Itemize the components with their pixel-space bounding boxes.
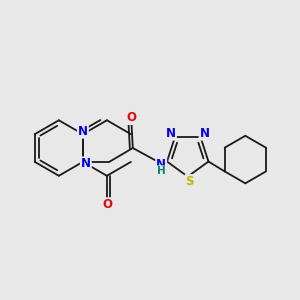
Text: N: N (156, 158, 166, 171)
Text: N: N (78, 125, 88, 138)
Text: N: N (166, 127, 176, 140)
Text: O: O (126, 111, 136, 124)
Text: S: S (185, 175, 194, 188)
Text: N: N (81, 158, 91, 170)
Text: N: N (200, 127, 209, 140)
Text: O: O (102, 198, 112, 211)
Text: H: H (157, 166, 166, 176)
